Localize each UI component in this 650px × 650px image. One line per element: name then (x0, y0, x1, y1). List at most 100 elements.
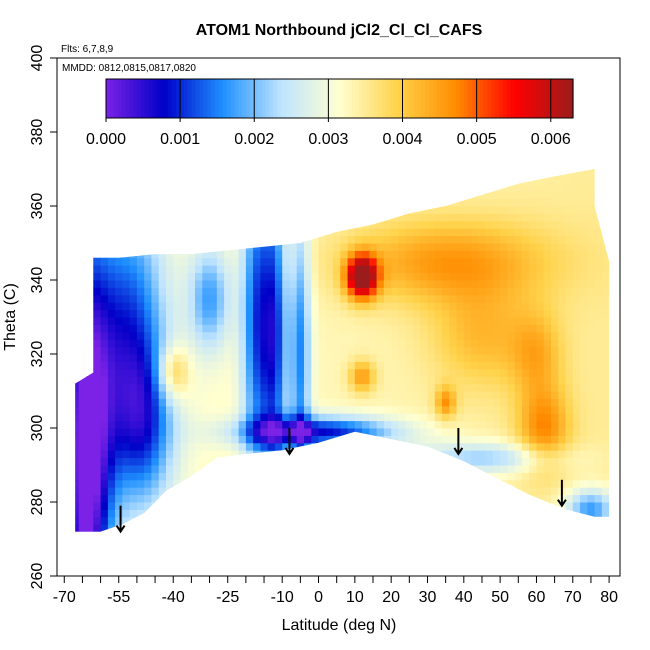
heatmap-cell (209, 191, 218, 200)
heatmap-cell (463, 465, 472, 473)
heatmap-cell (296, 428, 305, 436)
heatmap-cell (383, 191, 392, 200)
heatmap-cell (362, 154, 370, 162)
heatmap-cell (340, 317, 349, 325)
heatmap-cell (144, 442, 152, 451)
heatmap-cell (195, 287, 203, 296)
heatmap-cell (536, 198, 545, 207)
heatmap-cell (471, 383, 479, 392)
heatmap-cell (507, 309, 516, 318)
heatmap-cell (289, 176, 298, 185)
heatmap-cell (144, 405, 152, 414)
heatmap-cell (456, 391, 465, 399)
heatmap-cell (594, 324, 603, 333)
heatmap-cell (180, 383, 189, 392)
heatmap-cell (362, 494, 370, 503)
heatmap-cell (325, 524, 334, 532)
heatmap-cell (609, 442, 610, 451)
heatmap-cell (173, 183, 181, 192)
heatmap-cell (551, 324, 559, 333)
heatmap-cell (78, 317, 87, 325)
heatmap-cell (543, 302, 552, 311)
heatmap-cell (86, 317, 94, 325)
heatmap-cell (173, 339, 181, 348)
heatmap-cell (521, 287, 530, 296)
heatmap-cell (209, 354, 218, 362)
heatmap-cell (231, 368, 240, 377)
heatmap-cell (166, 376, 174, 385)
heatmap-cell (492, 302, 501, 311)
heatmap-cell (565, 280, 574, 288)
heatmap-cell (209, 420, 218, 429)
heatmap-cell (289, 494, 298, 503)
heatmap-cell (580, 361, 588, 370)
heatmap-cell (536, 243, 545, 251)
heatmap-cell (536, 213, 545, 222)
heatmap-cell (420, 361, 428, 370)
heatmap-cell (420, 442, 428, 451)
heatmap-cell (456, 398, 465, 407)
heatmap-cell (195, 354, 203, 362)
heatmap-cell (580, 457, 588, 466)
heatmap-cell (107, 169, 116, 170)
colorbar-swatch (537, 79, 543, 118)
heatmap-cell (180, 309, 189, 318)
colorbar-swatch (292, 79, 298, 118)
heatmap-cell (601, 420, 610, 429)
heatmap-cell (107, 169, 116, 177)
heatmap-cell (231, 183, 240, 192)
heatmap-cell (151, 154, 159, 162)
heatmap-cell (514, 405, 523, 414)
heatmap-cell (238, 302, 247, 311)
heatmap-cell (383, 243, 392, 251)
heatmap-cell (413, 324, 421, 333)
heatmap-cell (594, 509, 603, 518)
heatmap-cell (166, 398, 174, 407)
heatmap-cell (471, 457, 479, 466)
heatmap-cell (311, 280, 320, 288)
heatmap-cell (158, 198, 167, 207)
heatmap-cell (434, 198, 443, 207)
heatmap-cell (173, 176, 181, 185)
heatmap-cell (347, 220, 356, 229)
heatmap-cell (78, 435, 87, 444)
heatmap-cell (514, 198, 523, 207)
heatmap-cell (180, 183, 189, 192)
heatmap-cell (536, 228, 545, 237)
heatmap-cell (543, 183, 552, 192)
heatmap-cell (514, 509, 523, 518)
heatmap-cell (536, 442, 545, 451)
heatmap-cell (492, 420, 501, 429)
heatmap-cell (594, 405, 603, 414)
heatmap-cell (347, 479, 356, 488)
heatmap-cell (107, 442, 116, 451)
heatmap-cell (376, 457, 385, 466)
heatmap-cell (500, 502, 508, 510)
heatmap-cell (609, 331, 610, 340)
y-tick-label: 380 (29, 119, 46, 146)
heatmap-cell (434, 206, 443, 214)
heatmap-cell (354, 198, 363, 207)
heatmap-cell (188, 154, 196, 162)
heatmap-cell (383, 183, 392, 192)
heatmap-cell (151, 405, 160, 414)
heatmap-cell (107, 509, 116, 518)
heatmap-cell (274, 169, 283, 170)
heatmap-cell (333, 509, 341, 518)
heatmap-cell (180, 169, 189, 177)
heatmap-cell (260, 346, 269, 355)
heatmap-cell (478, 228, 487, 237)
heatmap-cell (442, 331, 450, 340)
heatmap-cell (529, 532, 537, 540)
colorbar-swatch (113, 79, 119, 118)
heatmap-cell (580, 391, 588, 399)
heatmap-cell (267, 354, 276, 362)
heatmap-cell (463, 169, 472, 177)
heatmap-cell (354, 265, 363, 274)
heatmap-cell (245, 309, 254, 318)
heatmap-cell (107, 398, 116, 407)
heatmap-cell (144, 169, 152, 177)
heatmap-cell (187, 516, 196, 525)
heatmap-cell (362, 516, 370, 525)
heatmap-cell (376, 524, 385, 532)
